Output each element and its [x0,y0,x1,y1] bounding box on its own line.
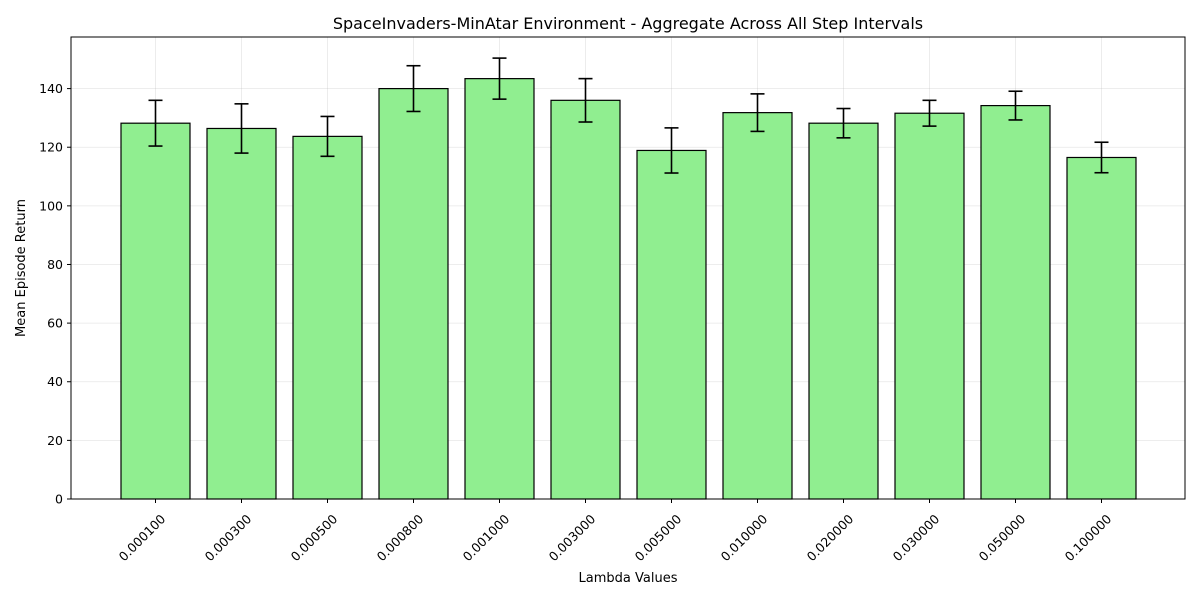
y-tick-label: 40 [47,374,63,389]
y-tick-label: 60 [47,316,63,331]
error-bar [836,107,851,139]
error-bar [664,127,679,174]
x-tick-label: 0.010000 [718,511,771,564]
error-bar [234,103,249,154]
bar [894,112,965,500]
y-tick-label: 0 [55,492,63,507]
bar [808,122,879,500]
x-tick-label: 0.005000 [632,511,685,564]
error-bar [750,93,765,133]
x-tick-label: 0.030000 [890,511,943,564]
error-bar [1094,141,1109,174]
x-tick-label: 0.000300 [202,511,255,564]
chart-title: SpaceInvaders-MinAtar Environment - Aggr… [333,14,923,33]
bar [120,122,191,500]
x-tick-label: 0.020000 [804,511,857,564]
error-bar [1008,90,1023,121]
y-tick-label: 80 [47,257,63,272]
y-tick-label: 20 [47,433,63,448]
x-tick-label: 0.100000 [1062,511,1115,564]
bar [464,78,535,500]
bar [292,135,363,500]
bar [378,87,449,500]
bar [636,149,707,500]
y-axis-ticks: 0 20 40 60 80 100 120 140 [39,81,71,507]
bars [120,78,1137,500]
error-bar [320,115,335,158]
y-tick-label: 120 [39,140,63,155]
error-bars [148,57,1109,174]
x-tick-label: 0.000500 [288,511,341,564]
error-bar [148,99,163,147]
y-tick-label: 140 [39,81,63,96]
error-bar [578,77,593,123]
y-tick-label: 100 [39,198,63,213]
bar [550,99,621,500]
x-tick-label: 0.001000 [460,511,513,564]
y-axis-label: Mean Episode Return [14,199,29,337]
error-bar [492,57,507,100]
x-axis-ticks: 0.000100 0.000300 0.000500 0.000800 0.001000… [116,499,1115,564]
bar [1066,156,1137,500]
x-tick-label: 0.003000 [546,511,599,564]
x-tick-label: 0.000800 [374,511,427,564]
x-axis-label: Lambda Values [579,571,678,586]
bar [206,127,277,500]
error-bar [406,64,421,113]
error-bar [922,99,937,127]
bar [722,112,793,500]
x-tick-label: 0.000100 [116,511,169,564]
plot-frame [70,36,1186,500]
bar [980,104,1051,500]
x-tick-label: 0.050000 [976,511,1029,564]
